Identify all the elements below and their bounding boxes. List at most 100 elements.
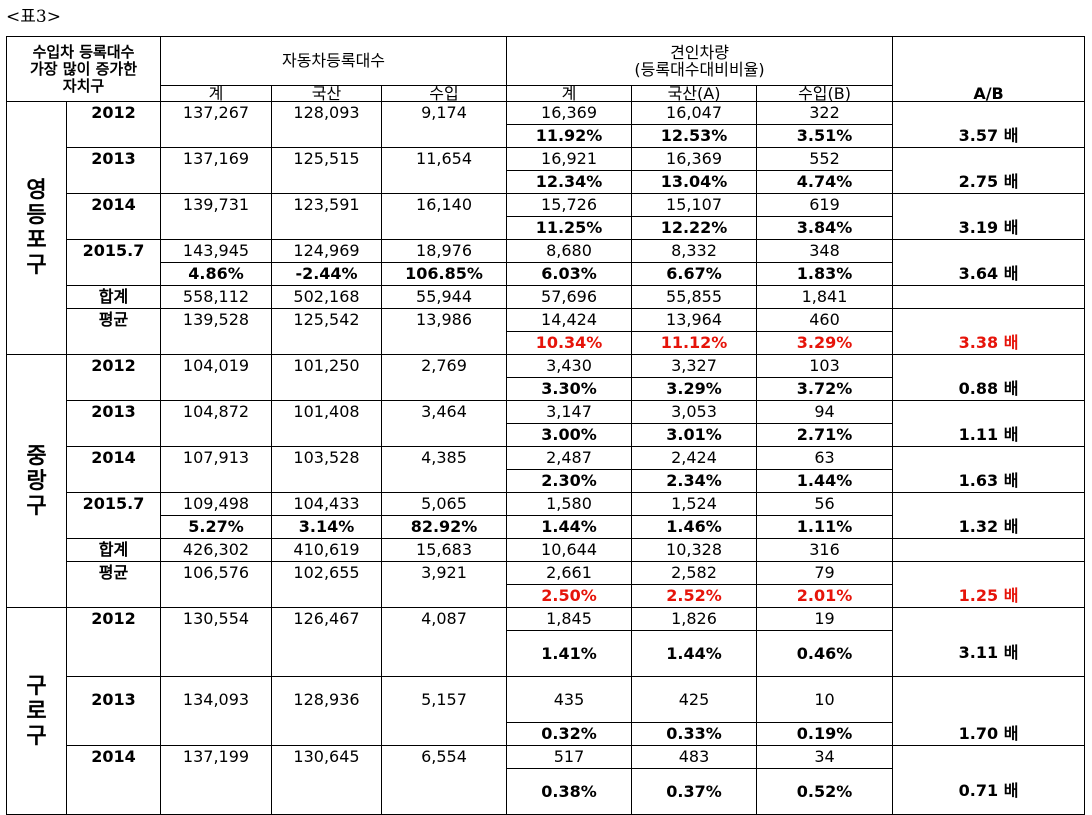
table-cell: 3.84%	[756, 216, 894, 240]
table-cell	[271, 216, 383, 240]
table-cell	[381, 630, 508, 677]
row-label: 2014	[65, 193, 162, 217]
header-row-groups: 수입차 등록대수 가장 많이 증가한 자치구 자동차등록대수 견인차량 (등록대수대비비율…	[5, 36, 1086, 102]
table-cell: 2.52%	[631, 584, 758, 608]
table-row: 0.38% 0.37% 0.52% 0.71 배	[7, 768, 1086, 815]
table-cell: 1.25 배	[892, 584, 1086, 608]
table-cell: 137,267	[160, 101, 273, 125]
table-cell	[381, 584, 508, 608]
table-cell: 134,093	[160, 676, 273, 723]
table-cell: 3,430	[506, 354, 633, 378]
table-cell: 1.32 배	[892, 515, 1086, 539]
table-cell: 10,644	[506, 538, 633, 562]
table-cell	[892, 193, 1086, 217]
table-row: 영 등 포 구 2012 137,267 128,093 9,174 16,369 16,047 3…	[6, 101, 1086, 355]
table-cell: 143,945	[160, 239, 273, 263]
table-cell: 2,769	[381, 354, 508, 378]
table-cell: 4.74%	[756, 170, 894, 194]
table-row: 합계 426,302 410,619 15,683 10,644 10,328 316	[7, 538, 1086, 562]
table-cell: 11.25%	[506, 216, 633, 240]
table-cell: 1,826	[631, 607, 758, 631]
table-cell: 1.11%	[756, 515, 894, 539]
table-cell: 1.44%	[631, 630, 758, 677]
table-cell	[271, 124, 383, 148]
table-cell: 10	[756, 676, 894, 723]
table-row: 중 랑 구 2012 104,019 101,250 2,769 3,430 3,327 103	[6, 354, 1086, 608]
table-cell	[271, 722, 383, 746]
table-cell: 94	[756, 400, 894, 424]
table-cell: 16,369	[631, 147, 758, 171]
header-ratio-blank	[892, 36, 1086, 86]
table-cell: 426,302	[160, 538, 273, 562]
table-cell	[381, 469, 508, 493]
table-cell: 2.34%	[631, 469, 758, 493]
row-label: 2012	[65, 607, 162, 631]
table-cell	[381, 423, 508, 447]
table-row: 3.00% 3.01% 2.71% 1.11 배	[7, 423, 1086, 447]
row-label: 2014	[65, 446, 162, 470]
district-name-char: 중	[26, 443, 47, 469]
table-cell: 425	[631, 676, 758, 723]
table-cell: 139,528	[160, 308, 273, 332]
column-header: A/B	[892, 85, 1086, 103]
table-cell: 1,845	[506, 607, 633, 631]
table-cell: 107,913	[160, 446, 273, 470]
table-cell: -2.44%	[271, 262, 383, 286]
row-label: 합계	[65, 538, 162, 562]
table-cell: 3.51%	[756, 124, 894, 148]
row-label: 합계	[65, 285, 162, 309]
table-cell	[892, 285, 1086, 309]
table-cell	[892, 101, 1086, 125]
header-group-registrations: 자동차등록대수	[160, 36, 508, 86]
table-cell: 125,542	[271, 308, 383, 332]
table-cell: 13,964	[631, 308, 758, 332]
table-cell: 16,921	[506, 147, 633, 171]
table-cell	[892, 308, 1086, 332]
district-name-char: 영	[26, 178, 47, 203]
table-cell	[381, 331, 508, 355]
table-cell: 137,169	[160, 147, 273, 171]
row-label	[65, 584, 162, 608]
table-row: 3.30% 3.29% 3.72% 0.88 배	[7, 377, 1086, 401]
table-row: 5.27% 3.14% 82.92% 1.44% 1.46% 1.11% 1.32 배	[7, 515, 1086, 539]
column-header: 계	[506, 84, 633, 103]
table-cell	[892, 561, 1086, 585]
table-cell: 12.53%	[631, 124, 758, 148]
row-label: 2014	[65, 745, 162, 769]
table-cell: 57,696	[506, 285, 633, 309]
table-cell: 63	[756, 446, 894, 470]
table-cell: 2,661	[506, 561, 633, 585]
table-cell: 4,087	[381, 607, 508, 631]
table-cell	[271, 423, 383, 447]
table-cell	[381, 722, 508, 746]
table-cell: 316	[756, 538, 894, 562]
table-row: 2015.7 143,945 124,969 18,976 8,680 8,332 348	[7, 239, 1086, 263]
table-row: 평균 106,576 102,655 3,921 2,661 2,582 79	[7, 561, 1086, 585]
table-cell: 1,841	[756, 285, 894, 309]
table-cell: 16,047	[631, 101, 758, 125]
table-cell: 106.85%	[381, 262, 508, 286]
row-label: 2015.7	[65, 239, 162, 263]
vehicle-registration-table: 수입차 등록대수 가장 많이 증가한 자치구 자동차등록대수 견인차량 (등록대수대비비율…	[5, 36, 1086, 815]
table-cell: 2.71%	[756, 423, 894, 447]
table-cell: 137,199	[160, 745, 273, 769]
table-cell	[381, 216, 508, 240]
table-cell: 502,168	[271, 285, 383, 309]
table-cell: 8,332	[631, 239, 758, 263]
table-row: 2014 139,731 123,591 16,140 15,726 15,107 619	[7, 193, 1086, 217]
table-cell: 124,969	[271, 239, 383, 263]
table-cell	[381, 377, 508, 401]
table-cell: 1.44%	[506, 515, 633, 539]
table-cell	[160, 584, 273, 608]
table-cell: 15,107	[631, 193, 758, 217]
column-header: 수입(B)	[756, 84, 894, 103]
table-cell	[160, 331, 273, 355]
table-cell: 2.75 배	[892, 170, 1086, 194]
table-cell: 9,174	[381, 101, 508, 125]
table-cell	[271, 584, 383, 608]
table-cell	[271, 768, 383, 815]
table-row: 12.34% 13.04% 4.74% 2.75 배	[7, 170, 1086, 194]
table-cell: 0.46%	[756, 630, 894, 677]
